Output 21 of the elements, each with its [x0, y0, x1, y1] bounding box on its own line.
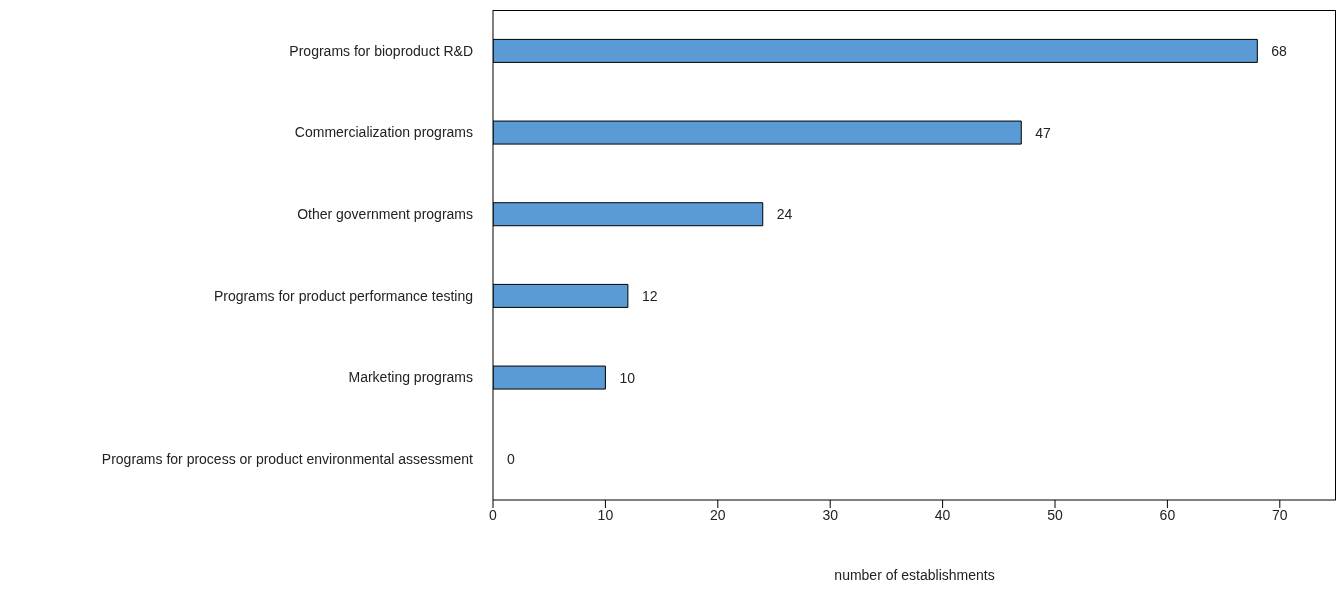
x-tick-label: 50 [1047, 506, 1063, 523]
y-tick-label: Commercialization programs [294, 124, 473, 141]
x-tick-label: 60 [1159, 506, 1176, 523]
x-axis-title: number of establishments [834, 567, 995, 583]
y-tick-label: Marketing programs [348, 369, 473, 386]
y-tick-label: Programs for process or product environmental assessment [101, 451, 474, 468]
x-tick-label: 20 [710, 506, 726, 523]
x-tick-label: 70 [1272, 506, 1288, 523]
y-tick-label: Other government programs [297, 206, 473, 223]
data-label: 47 [1035, 124, 1052, 141]
y-tick-label: Programs for product performance testing [213, 287, 473, 304]
x-tick-label: 10 [597, 506, 614, 523]
data-label: 10 [619, 369, 636, 386]
x-tick-label: 40 [934, 506, 951, 523]
y-tick-label: Programs for bioproduct R&D [289, 42, 473, 59]
data-label: 0 [507, 451, 515, 468]
x-tick-label: 0 [489, 506, 498, 523]
data-label: 12 [641, 287, 658, 304]
data-label: 68 [1271, 42, 1288, 59]
x-tick-label: 30 [822, 506, 839, 523]
data-label: 24 [776, 206, 793, 223]
